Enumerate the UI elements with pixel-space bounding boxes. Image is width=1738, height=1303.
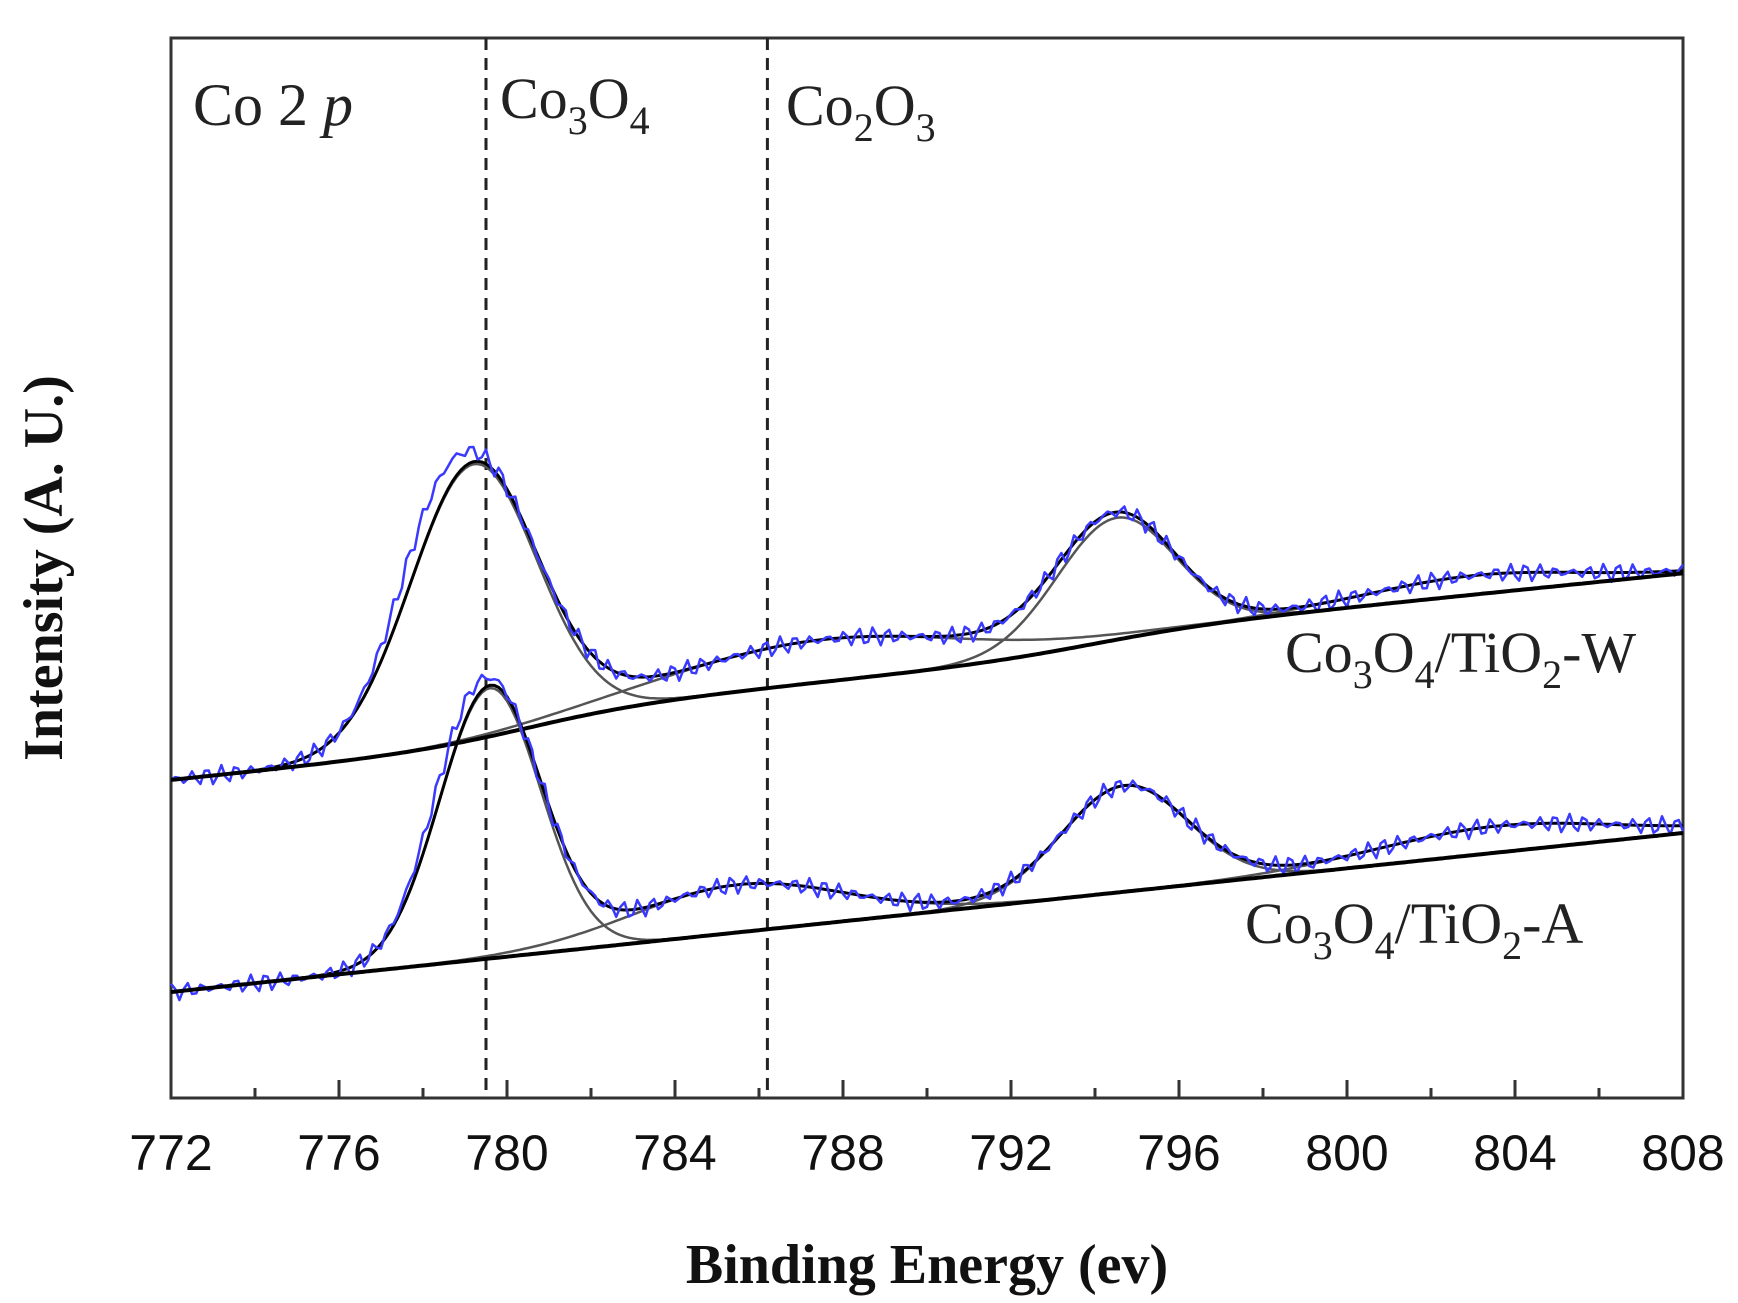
- panel-label: Co 2 p: [193, 72, 353, 138]
- x-tick-label: 772: [129, 1125, 212, 1181]
- measured-spectrum-a: [170, 673, 1685, 1002]
- x-tick-label: 792: [969, 1125, 1052, 1181]
- x-tick-label: 808: [1641, 1125, 1724, 1181]
- x-tick-label: 800: [1305, 1125, 1388, 1181]
- component-peak-a-2: [170, 784, 1684, 994]
- x-tick-label: 784: [633, 1125, 716, 1181]
- fit-envelope-a: [170, 683, 1683, 994]
- y-axis-title: Intensity (A. U.): [13, 375, 75, 761]
- label-co2o3: Co2O3: [786, 73, 936, 150]
- x-tick-label: 788: [801, 1125, 884, 1181]
- fit-envelope-w: [170, 459, 1684, 782]
- x-tick-label: 780: [465, 1125, 548, 1181]
- x-tick-label: 804: [1473, 1125, 1556, 1181]
- label-co3o4: Co3O4: [500, 66, 650, 143]
- x-axis-title: Binding Energy (ev): [686, 1234, 1168, 1296]
- series-label-w: Co3O4/TiO2-W: [1285, 620, 1636, 697]
- baseline-w: [170, 571, 1684, 782]
- series-label-a: Co3O4/TiO2-A: [1245, 891, 1583, 968]
- measured-spectrum-w: [170, 445, 1684, 786]
- x-tick-label: 796: [1137, 1125, 1220, 1181]
- x-axis-ticks: 772 776 780 784 788 792 796 800 804 808: [129, 1080, 1725, 1181]
- x-tick-label: 776: [297, 1125, 380, 1181]
- baseline-a: [170, 831, 1684, 994]
- curves-group: [170, 445, 1685, 1002]
